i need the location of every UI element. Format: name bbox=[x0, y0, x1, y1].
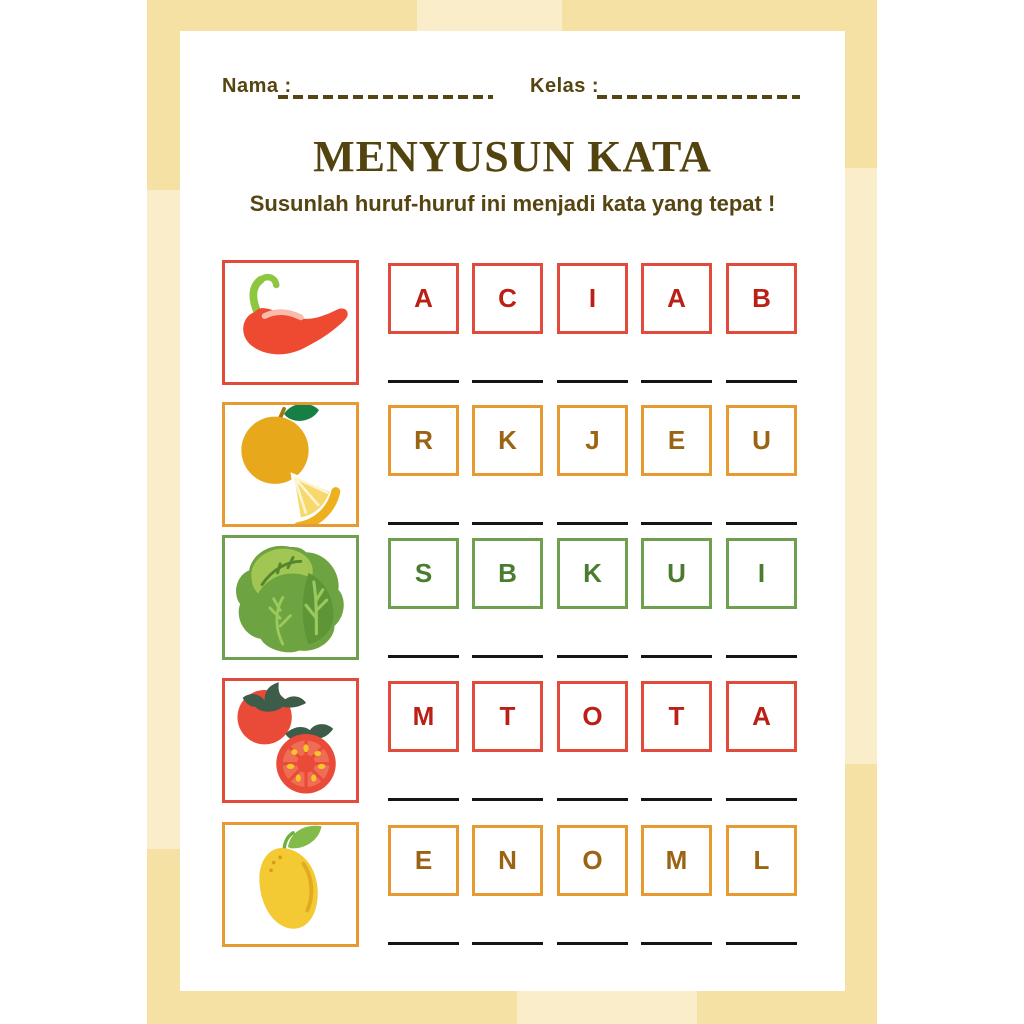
answer-line bbox=[641, 798, 712, 801]
answer-line bbox=[388, 522, 459, 525]
answer-line bbox=[472, 380, 543, 383]
answer-line bbox=[726, 380, 797, 383]
class-fill-line bbox=[597, 95, 800, 99]
letter-tile: O bbox=[557, 681, 628, 752]
answer-line bbox=[388, 655, 459, 658]
letter-tile: I bbox=[726, 538, 797, 609]
answer-line bbox=[472, 942, 543, 945]
answer-line bbox=[726, 798, 797, 801]
letter-tile: K bbox=[557, 538, 628, 609]
letter-tile: E bbox=[388, 825, 459, 896]
chili-icon bbox=[225, 263, 356, 382]
answer-line bbox=[726, 942, 797, 945]
letter-tile: K bbox=[472, 405, 543, 476]
tomato-icon bbox=[225, 681, 356, 800]
worksheet-instructions: Susunlah huruf-huruf ini menjadi kata ya… bbox=[249, 191, 776, 216]
orange-image-box bbox=[222, 402, 359, 527]
letter-tile: A bbox=[641, 263, 712, 334]
name-label: Nama : bbox=[222, 75, 292, 97]
answer-line bbox=[726, 655, 797, 658]
letter-tile: T bbox=[641, 681, 712, 752]
answer-line bbox=[641, 655, 712, 658]
poster-background: Nama : Kelas : MENYUSUN KATA Susunlah hu… bbox=[147, 0, 877, 1024]
letter-tile: T bbox=[472, 681, 543, 752]
answer-line bbox=[557, 655, 628, 658]
worksheet-card: Nama : Kelas : MENYUSUN KATA Susunlah hu… bbox=[180, 31, 845, 991]
letter-tile: J bbox=[557, 405, 628, 476]
letter-tile: A bbox=[388, 263, 459, 334]
answer-line bbox=[641, 522, 712, 525]
chili-image-box bbox=[222, 260, 359, 385]
answer-line bbox=[472, 798, 543, 801]
letter-tile: A bbox=[726, 681, 797, 752]
letter-tile: E bbox=[641, 405, 712, 476]
answer-line bbox=[388, 942, 459, 945]
answer-line bbox=[557, 942, 628, 945]
cabbage-icon bbox=[225, 538, 356, 657]
answer-line bbox=[641, 380, 712, 383]
answer-line bbox=[557, 798, 628, 801]
tomato-image-box bbox=[222, 678, 359, 803]
letter-tile: M bbox=[641, 825, 712, 896]
letter-tile: N bbox=[472, 825, 543, 896]
class-label: Kelas : bbox=[530, 75, 600, 97]
orange-icon bbox=[225, 405, 356, 524]
letter-tile: C bbox=[472, 263, 543, 334]
worksheet-title: MENYUSUN KATA bbox=[313, 132, 712, 181]
answer-line bbox=[726, 522, 797, 525]
answer-line bbox=[557, 380, 628, 383]
letter-tile: R bbox=[388, 405, 459, 476]
letter-tile: U bbox=[726, 405, 797, 476]
cabbage-image-box bbox=[222, 535, 359, 660]
letter-tile: L bbox=[726, 825, 797, 896]
letter-tile: I bbox=[557, 263, 628, 334]
letter-tile: S bbox=[388, 538, 459, 609]
lemon-icon bbox=[225, 825, 356, 944]
letter-tile: O bbox=[557, 825, 628, 896]
letter-tile: M bbox=[388, 681, 459, 752]
answer-line bbox=[472, 655, 543, 658]
name-fill-line bbox=[278, 95, 493, 99]
letter-tile: B bbox=[472, 538, 543, 609]
answer-line bbox=[388, 380, 459, 383]
answer-line bbox=[388, 798, 459, 801]
letter-tile: B bbox=[726, 263, 797, 334]
letter-tile: U bbox=[641, 538, 712, 609]
answer-line bbox=[557, 522, 628, 525]
lemon-image-box bbox=[222, 822, 359, 947]
answer-line bbox=[472, 522, 543, 525]
answer-line bbox=[641, 942, 712, 945]
